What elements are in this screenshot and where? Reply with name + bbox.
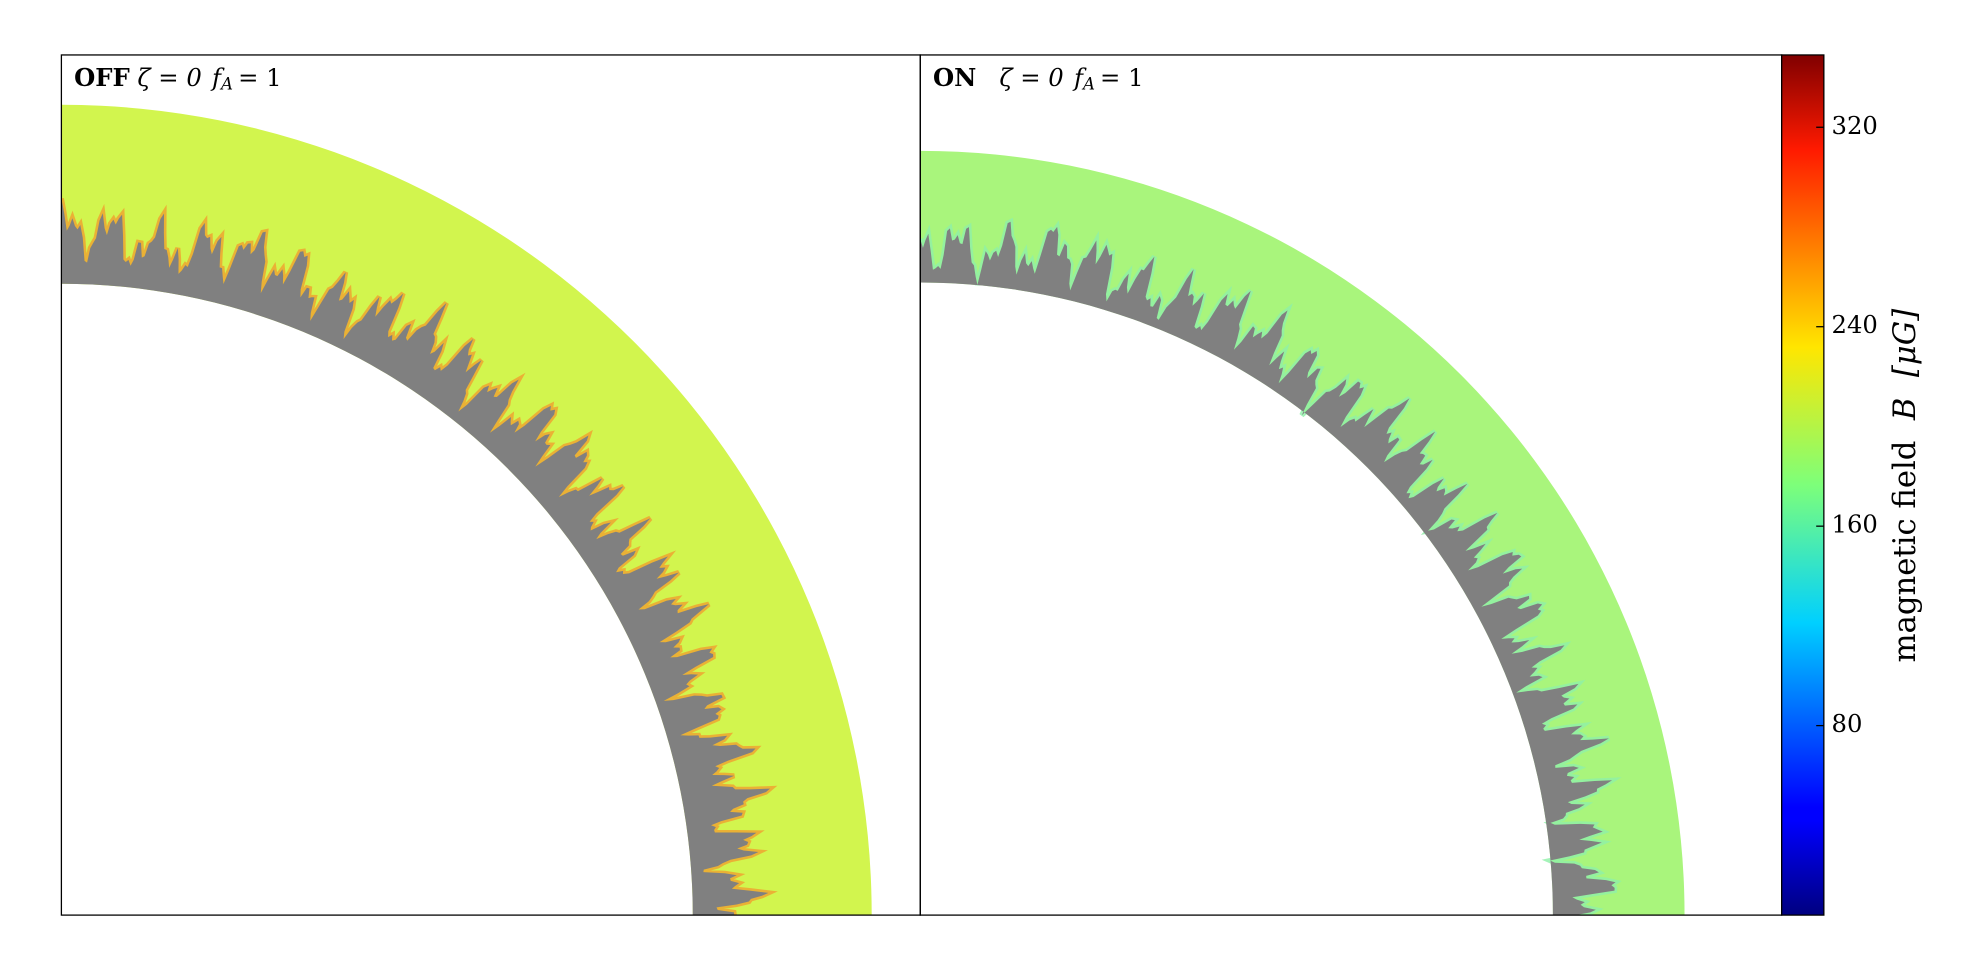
panel <box>61 104 872 916</box>
param-zeta: ζ = 0 <box>999 63 1063 92</box>
ejecta-region <box>920 221 1616 916</box>
tick-label: 160 <box>1832 510 1878 539</box>
panel-label: OFF <box>74 63 130 92</box>
panel-label: ON <box>933 63 976 92</box>
panel <box>920 150 1685 916</box>
param-zeta: ζ = 0 <box>137 63 201 92</box>
colorbar-label: magnetic field B [μG] <box>1888 309 1923 663</box>
param-sub: A <box>219 74 233 93</box>
tick-label: 240 <box>1832 310 1878 339</box>
field-ring <box>920 150 1685 916</box>
tick-label: 80 <box>1832 709 1863 738</box>
panel-title: OFF ζ = 0 fA = 1 <box>74 63 281 93</box>
tick-label: 320 <box>1832 111 1878 140</box>
colorbar-axis: 80 160 240 320 <box>1816 111 1878 738</box>
colorbar <box>1781 54 1825 916</box>
param-rest: = 1 <box>1100 63 1143 92</box>
panel-title: ON ζ = 0 fA = 1 <box>933 63 1143 93</box>
param-sub: A <box>1081 74 1095 93</box>
colorbar-symbol: B <box>1888 398 1923 422</box>
param-rest: = 1 <box>238 63 281 92</box>
panels <box>61 104 1685 916</box>
ejecta-region <box>61 198 771 916</box>
colorbar-label-text: magnetic field <box>1888 441 1923 663</box>
colorbar-unit: [μG] <box>1888 309 1923 377</box>
